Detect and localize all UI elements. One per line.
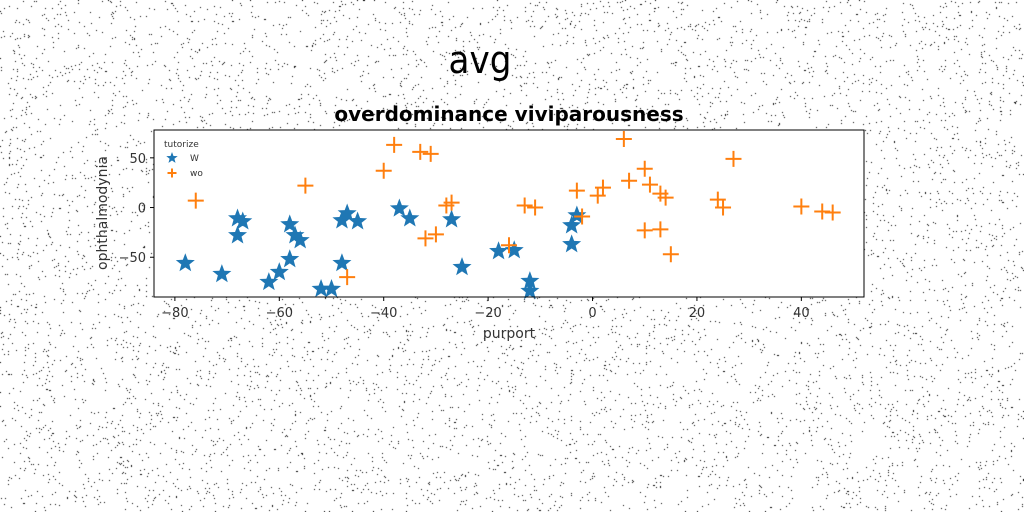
star-marker-series-0 <box>285 225 305 244</box>
star-marker-series-0 <box>280 249 300 268</box>
plus-marker-series-1 <box>652 221 669 238</box>
y-tick-label: 50 <box>129 152 146 167</box>
star-marker-series-0 <box>228 225 248 244</box>
plus-marker-series-1 <box>568 182 585 199</box>
plus-marker-series-1 <box>657 189 674 206</box>
y-tick-label: −50 <box>119 251 146 266</box>
star-marker-series-0 <box>290 230 310 249</box>
star-marker-series-0 <box>562 234 582 253</box>
x-tick-label: −40 <box>370 306 397 321</box>
figure-suptitle: avg <box>448 38 512 82</box>
plus-marker-series-1 <box>824 204 841 221</box>
legend-marker-star <box>166 152 178 163</box>
legend-title: tutorize <box>164 140 199 150</box>
star-marker-series-0 <box>520 271 540 290</box>
plot-frame <box>153 129 865 298</box>
plus-marker-series-1 <box>641 176 658 193</box>
y-axis-label: ophthalmodynia <box>95 156 111 270</box>
plus-marker-series-1 <box>725 150 742 167</box>
star-marker-series-0 <box>400 208 420 227</box>
plus-marker-series-1 <box>527 199 544 216</box>
y-tick-label: 0 <box>138 202 146 217</box>
plus-marker-series-1 <box>621 172 638 189</box>
star-marker-series-0 <box>452 257 472 276</box>
x-tick-label: 0 <box>588 306 596 321</box>
plus-marker-series-1 <box>339 269 356 286</box>
plus-marker-series-1 <box>501 237 517 254</box>
star-marker-series-0 <box>212 264 232 283</box>
star-marker-series-0 <box>321 279 342 298</box>
plus-marker-series-1 <box>427 226 444 243</box>
star-marker-series-0 <box>389 198 409 217</box>
star-marker-series-0 <box>259 272 279 291</box>
x-tick-label: 40 <box>793 306 810 321</box>
star-marker-series-0 <box>311 279 331 298</box>
plus-marker-series-1 <box>615 130 632 147</box>
star-marker-series-0 <box>332 253 352 272</box>
x-tick-label: −80 <box>161 306 188 321</box>
star-marker-series-0 <box>520 281 540 300</box>
legend-label: wo <box>190 169 203 179</box>
plus-marker-series-1 <box>715 199 732 216</box>
star-marker-series-0 <box>280 214 300 233</box>
plus-marker-series-1 <box>386 136 403 153</box>
plus-marker-series-1 <box>793 198 810 215</box>
star-marker-series-0 <box>442 209 462 228</box>
plus-marker-series-1 <box>662 246 679 263</box>
star-marker-series-0 <box>504 240 524 259</box>
plus-marker-series-1 <box>422 145 439 162</box>
x-axis-label: purport <box>483 326 536 342</box>
plus-marker-series-1 <box>297 177 314 194</box>
plot-area <box>154 130 864 297</box>
legend-marker-plus <box>167 168 177 178</box>
star-marker-series-0 <box>337 203 357 222</box>
star-marker-series-0 <box>175 253 195 272</box>
x-tick-label: −20 <box>474 306 501 321</box>
chart-title: overdominance viviparousness <box>334 102 683 126</box>
points-layer <box>175 130 841 300</box>
x-axis: −80 −60 −40 −20 0 20 40 <box>161 297 810 321</box>
plus-marker-series-1 <box>574 208 591 225</box>
x-tick-label: 20 <box>689 306 706 321</box>
plus-marker-series-1 <box>516 197 533 214</box>
plus-marker-series-1 <box>443 194 460 211</box>
star-marker-series-0 <box>567 205 587 224</box>
star-marker-series-0 <box>489 241 509 260</box>
plus-marker-series-1 <box>187 192 204 209</box>
y-axis: −50 0 50 <box>119 152 154 266</box>
legend-label: W <box>190 154 199 164</box>
star-marker-series-0 <box>228 208 248 227</box>
star-marker-series-0 <box>233 211 253 230</box>
x-tick-label: −60 <box>266 306 293 321</box>
plus-marker-series-1 <box>412 143 429 160</box>
plus-marker-series-1 <box>636 222 653 239</box>
star-marker-series-0 <box>562 215 582 234</box>
plus-marker-series-1 <box>375 162 392 179</box>
plus-marker-series-1 <box>594 179 611 196</box>
star-marker-series-0 <box>269 262 289 281</box>
legend: tutorize Wwo <box>164 140 203 179</box>
plus-marker-series-1 <box>417 230 434 247</box>
plus-marker-series-1 <box>636 160 653 177</box>
star-marker-series-0 <box>348 211 368 230</box>
